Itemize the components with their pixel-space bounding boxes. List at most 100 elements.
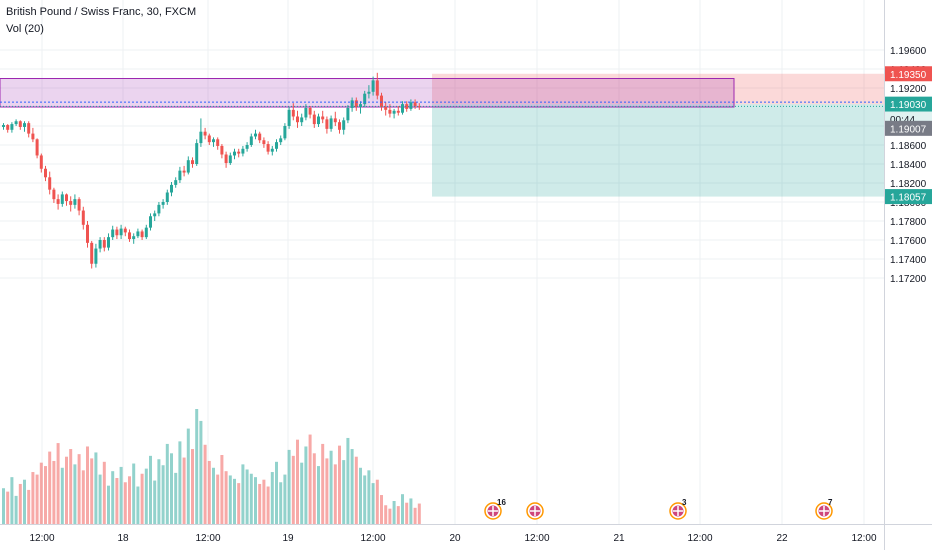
candle-body	[65, 194, 68, 201]
candle-body	[23, 123, 26, 127]
volume-indicator-label[interactable]: Vol (20)	[6, 21, 196, 38]
candle-body	[107, 237, 110, 247]
volume-bar	[313, 453, 316, 524]
candle-body	[388, 110, 391, 114]
candle-body	[195, 143, 198, 164]
price-tick-label: 1.18400	[890, 160, 927, 171]
volume-bar	[82, 470, 85, 524]
volume-bar	[246, 469, 249, 524]
candle-body	[254, 134, 257, 137]
volume-bar	[174, 473, 177, 524]
candle-body	[78, 199, 81, 210]
volume-bar	[183, 458, 186, 524]
last-price-label: 1.19007	[890, 124, 927, 135]
candle-body	[19, 121, 22, 127]
volume-bar	[195, 409, 198, 524]
candle-body	[103, 240, 106, 248]
price-tick-label: 1.17400	[890, 255, 927, 266]
volume-bar	[220, 455, 223, 524]
candle-body	[241, 149, 244, 154]
volume-bar	[372, 483, 375, 524]
candle-body	[384, 107, 387, 110]
volume-bar	[204, 445, 207, 524]
volume-bar	[250, 474, 253, 524]
candle-body	[162, 202, 165, 205]
candle-body	[6, 125, 9, 130]
candle-body	[61, 194, 64, 204]
candle-body	[2, 125, 5, 127]
price-tick-label: 1.18200	[890, 179, 927, 190]
candle-body	[208, 136, 211, 143]
candle-body	[124, 229, 127, 233]
candle-body	[82, 211, 85, 225]
volume-bar	[187, 429, 190, 524]
candle-body	[40, 155, 43, 168]
price-tick-label: 1.17800	[890, 217, 927, 228]
volume-bar	[178, 441, 181, 524]
volume-bar	[145, 469, 148, 524]
candle-body	[141, 231, 144, 237]
candle-body	[321, 117, 324, 120]
volume-bar	[376, 480, 379, 524]
candle-body	[36, 139, 39, 155]
volume-bar	[300, 463, 303, 524]
price-tick-label: 1.17600	[890, 236, 927, 247]
volume-bar	[397, 506, 400, 524]
volume-bar	[99, 475, 102, 524]
candle-body	[157, 205, 160, 214]
candle-body	[166, 193, 169, 203]
volume-bar	[15, 496, 18, 524]
take-profit-zone	[432, 104, 884, 196]
candle-body	[99, 240, 102, 249]
event-count-label: 7	[828, 498, 833, 507]
volume-bar	[292, 456, 295, 524]
volume-bar	[170, 453, 173, 524]
candle-body	[393, 111, 396, 114]
event-count-label: 3	[682, 498, 687, 507]
candle-body	[334, 118, 337, 122]
volume-bar	[141, 474, 144, 524]
candle-body	[401, 104, 404, 113]
volume-bar	[19, 484, 22, 524]
volume-bar	[241, 464, 244, 524]
candle-body	[183, 171, 186, 173]
stop-price-label: 1.19350	[890, 70, 927, 81]
candle-body	[191, 160, 194, 164]
volume-bar	[405, 503, 408, 524]
candle-body	[111, 230, 114, 238]
volume-bar	[233, 479, 236, 524]
volume-bar	[334, 464, 337, 524]
candle-body	[414, 102, 417, 106]
volume-bar	[275, 462, 278, 524]
time-tick-label: 12:00	[524, 533, 549, 544]
candle-body	[212, 139, 215, 142]
volume-bar	[325, 458, 328, 524]
candle-body	[300, 117, 303, 122]
volume-bar	[36, 475, 39, 524]
volume-bar	[409, 498, 412, 524]
volume-bar	[73, 464, 76, 524]
candle-body	[216, 139, 219, 146]
candle-body	[48, 177, 51, 189]
volume-bar	[338, 446, 341, 524]
volume-bar	[40, 463, 43, 524]
candle-body	[31, 134, 34, 140]
symbol-title[interactable]: British Pound / Swiss Franc, 30, FXCM	[6, 4, 196, 21]
candle-body	[52, 190, 55, 200]
time-tick-label: 12:00	[851, 533, 876, 544]
volume-bar	[388, 509, 391, 524]
candle-body	[128, 232, 131, 239]
volume-bar	[283, 475, 286, 524]
time-tick-label: 20	[449, 533, 461, 544]
volume-bar	[103, 462, 106, 524]
volume-bar	[86, 446, 89, 524]
candle-body	[292, 110, 295, 117]
volume-bar	[237, 483, 240, 524]
candle-body	[225, 155, 228, 164]
volume-bar	[128, 476, 131, 524]
volume-bar	[31, 472, 34, 524]
candle-body	[153, 213, 156, 216]
candle-body	[115, 230, 118, 236]
volume-bar	[225, 471, 228, 524]
